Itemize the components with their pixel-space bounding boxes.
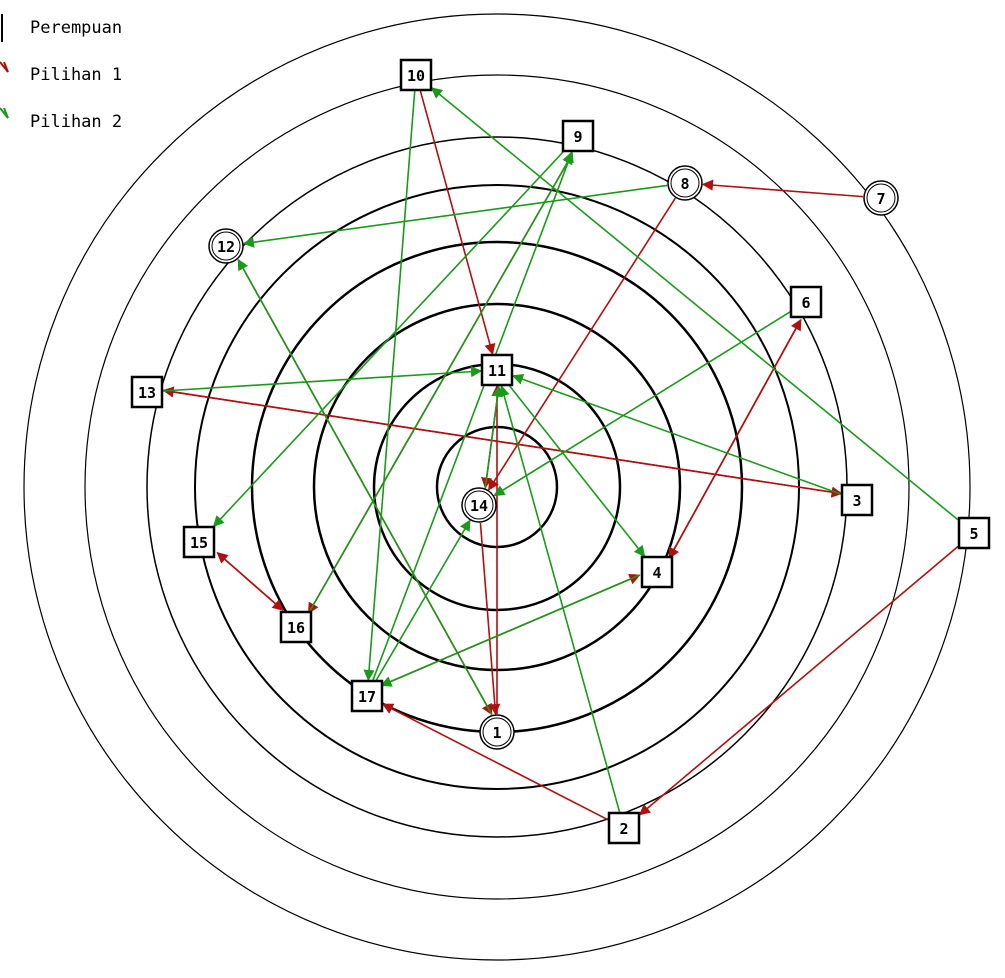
- node-6[interactable]: 6: [789, 285, 823, 319]
- node-square-shape: [789, 285, 823, 319]
- node-9[interactable]: 9: [561, 119, 595, 153]
- node-square-shape: [480, 353, 514, 387]
- choice2-arrow-icon: [0, 107, 9, 119]
- node-label: 13: [138, 384, 156, 402]
- legend-choice2-label: Pilihan 2: [30, 112, 122, 132]
- edge-choice1-7-to-8: [701, 179, 864, 198]
- node-3[interactable]: 3: [840, 483, 874, 517]
- node-2[interactable]: 2: [607, 811, 641, 845]
- ring-7: [84, 74, 910, 900]
- node-circle-inner: [211, 231, 241, 261]
- edge-layer: [162, 87, 959, 821]
- node-17[interactable]: 17: [350, 679, 384, 713]
- node-label: 8: [680, 175, 689, 193]
- node-circle-inner: [670, 168, 700, 198]
- legend-female-label: Perempuan: [30, 18, 122, 38]
- node-circle-inner: [482, 717, 512, 747]
- node-16[interactable]: 16: [279, 610, 313, 644]
- edge-choice2-1-to-12: [237, 258, 493, 715]
- edge-choice1-16-to-15: [216, 552, 284, 611]
- edge-choice2-8-to-12: [242, 184, 668, 248]
- edge-choice2-6-to-14: [493, 311, 791, 497]
- edge-choice1-8-to-14: [488, 197, 676, 491]
- node-10[interactable]: 10: [399, 58, 433, 92]
- edge-choice2-9-to-15: [212, 151, 564, 528]
- node-circle-shape: [863, 180, 899, 216]
- legend-item-choice2: Pilihan 2: [0, 107, 122, 132]
- node-square-shape: [607, 811, 641, 845]
- edge-choice1-2-to-17: [381, 703, 609, 821]
- edge-choice2-13-to-11: [162, 366, 483, 392]
- node-label: 6: [801, 294, 810, 312]
- node-4[interactable]: 4: [640, 555, 674, 589]
- edge-choice2-17-to-14: [375, 519, 471, 681]
- edge-choice2-10-to-17: [363, 90, 416, 682]
- choice1-arrow-icon: [0, 61, 9, 73]
- node-label: 15: [190, 534, 208, 552]
- node-14[interactable]: 14: [461, 487, 497, 523]
- legend-choice1-label: Pilihan 1: [30, 65, 122, 85]
- node-label: 2: [619, 820, 628, 838]
- edge-choice2-11-to-4: [508, 385, 646, 558]
- node-8[interactable]: 8: [667, 165, 703, 201]
- edge-choice1-3-to-13: [162, 386, 842, 495]
- node-label: 12: [217, 238, 235, 256]
- ring-8: [23, 13, 971, 961]
- node-label: 11: [488, 362, 506, 380]
- node-square-shape: [840, 483, 874, 517]
- node-square-shape: [279, 610, 313, 644]
- node-label: 5: [969, 525, 978, 543]
- node-square-shape: [640, 555, 674, 589]
- legend-item-female: Perempuan: [1, 14, 122, 42]
- edge-choice2-5-to-10: [430, 87, 959, 521]
- node-label: 9: [573, 128, 582, 146]
- node-5[interactable]: 5: [957, 516, 991, 550]
- node-circle-shape: [479, 714, 515, 750]
- node-label: 3: [852, 492, 861, 510]
- legend-item-choice1: Pilihan 1: [0, 61, 122, 85]
- edge-choice1-5-to-2: [638, 545, 959, 816]
- node-label: 7: [876, 190, 885, 208]
- node-circle-inner: [464, 490, 494, 520]
- node-7[interactable]: 7: [863, 180, 899, 216]
- node-circle-inner: [866, 183, 896, 213]
- node-square-shape: [350, 679, 384, 713]
- node-circle-shape: [208, 228, 244, 264]
- edge-choice2-3-to-11: [511, 373, 842, 495]
- node-label: 14: [470, 497, 488, 515]
- node-label: 16: [287, 619, 305, 637]
- edge-choice1-10-to-11: [419, 90, 496, 356]
- node-11[interactable]: 11: [480, 353, 514, 387]
- edge-choice1-14-to-1: [479, 522, 501, 716]
- node-13[interactable]: 13: [130, 375, 164, 409]
- node-square-shape: [957, 516, 991, 550]
- node-label: 10: [407, 67, 425, 85]
- edge-choice2-2-to-11: [498, 384, 621, 813]
- legend: Perempuan Pilihan 1 Pilihan 2: [0, 14, 122, 132]
- node-circle-shape: [461, 487, 497, 523]
- node-label: 17: [358, 688, 376, 706]
- edge-choice1-4-to-6: [668, 318, 802, 559]
- node-square-shape: [130, 375, 164, 409]
- edge-choice2-4-to-17: [380, 574, 640, 687]
- edge-choice2-16-to-9: [307, 152, 574, 614]
- node-12[interactable]: 12: [208, 228, 244, 264]
- node-square-shape: [399, 58, 433, 92]
- node-15[interactable]: 15: [182, 525, 216, 559]
- edge-choice2-17-to-9: [372, 150, 574, 681]
- node-1[interactable]: 1: [479, 714, 515, 750]
- node-square-shape: [561, 119, 595, 153]
- node-square-shape: [182, 525, 216, 559]
- node-label: 4: [652, 564, 661, 582]
- node-label: 1: [492, 724, 501, 742]
- edge-choice2-14-to-11: [484, 385, 504, 488]
- node-circle-shape: [667, 165, 703, 201]
